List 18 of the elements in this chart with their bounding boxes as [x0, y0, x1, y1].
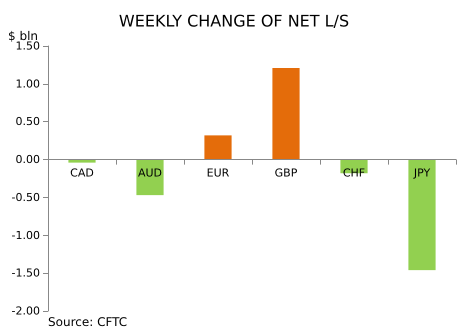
x-tick-label: CAD [70, 166, 94, 180]
y-tick-label: -2.00 [12, 304, 40, 318]
chart-title: WEEKLY CHANGE OF NET L/S [118, 12, 350, 30]
bar [408, 160, 436, 270]
x-tick-label: AUD [138, 166, 162, 180]
x-tick-label: EUR [206, 166, 230, 180]
y-tick-label: 1.00 [16, 77, 40, 90]
y-tick-label: -1.00 [12, 228, 40, 242]
bar [204, 135, 232, 160]
x-tick-label: GBP [274, 166, 298, 180]
y-tick-label: 0.50 [16, 115, 40, 128]
y-tick-label: -1.50 [12, 266, 40, 280]
x-tick-label: CHF [342, 166, 366, 180]
source-note: Source: CFTC [48, 315, 128, 329]
bar [272, 68, 300, 160]
y-tick-label: -0.50 [12, 190, 40, 204]
x-tick-label: JPY [412, 166, 430, 180]
y-tick-label: 0.00 [16, 153, 40, 166]
